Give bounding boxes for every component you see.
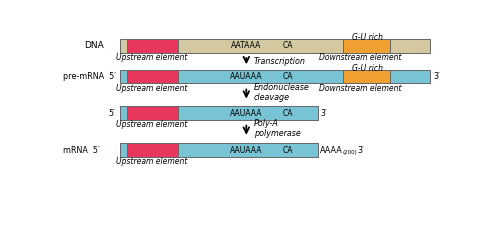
Text: AAUAAA: AAUAAA <box>230 72 263 81</box>
Text: CA: CA <box>283 41 293 51</box>
Text: Poly-A
polymerase: Poly-A polymerase <box>254 119 301 138</box>
Text: CA: CA <box>283 72 293 81</box>
Text: 3′: 3′ <box>358 145 365 155</box>
Text: Upstream element: Upstream element <box>116 84 187 93</box>
Bar <box>343 39 390 53</box>
Text: Endonuclease
cleavage: Endonuclease cleavage <box>254 83 309 102</box>
Bar <box>127 70 178 83</box>
Text: AAAA: AAAA <box>320 145 343 155</box>
Bar <box>120 39 430 53</box>
Text: AAUAAA: AAUAAA <box>230 145 263 155</box>
Text: DNA: DNA <box>84 41 103 51</box>
Text: pre-mRNA  5′: pre-mRNA 5′ <box>63 72 116 81</box>
Bar <box>127 39 178 53</box>
Text: G-U rich: G-U rich <box>352 64 383 73</box>
Text: Transcription: Transcription <box>254 57 306 66</box>
Text: Upstream element: Upstream element <box>116 157 187 166</box>
Text: AATAAA: AATAAA <box>231 41 262 51</box>
Text: CA: CA <box>283 109 293 117</box>
Text: (200): (200) <box>343 150 358 155</box>
Text: AAUAAA: AAUAAA <box>230 109 263 117</box>
Text: 5′: 5′ <box>108 109 115 117</box>
Bar <box>120 143 318 157</box>
Text: Downstream element: Downstream element <box>319 53 401 62</box>
Bar <box>343 70 390 83</box>
Text: G-U rich: G-U rich <box>352 33 383 42</box>
Bar <box>120 106 318 120</box>
Bar <box>120 70 430 83</box>
Bar <box>127 106 178 120</box>
Text: mRNA  5′: mRNA 5′ <box>63 145 100 155</box>
Text: Upstream element: Upstream element <box>116 53 187 62</box>
Text: CA: CA <box>283 145 293 155</box>
Text: 3′: 3′ <box>320 109 326 117</box>
Text: Upstream element: Upstream element <box>116 120 187 129</box>
Bar <box>127 143 178 157</box>
Text: Downstream element: Downstream element <box>319 84 401 93</box>
Text: 3′: 3′ <box>433 72 440 81</box>
